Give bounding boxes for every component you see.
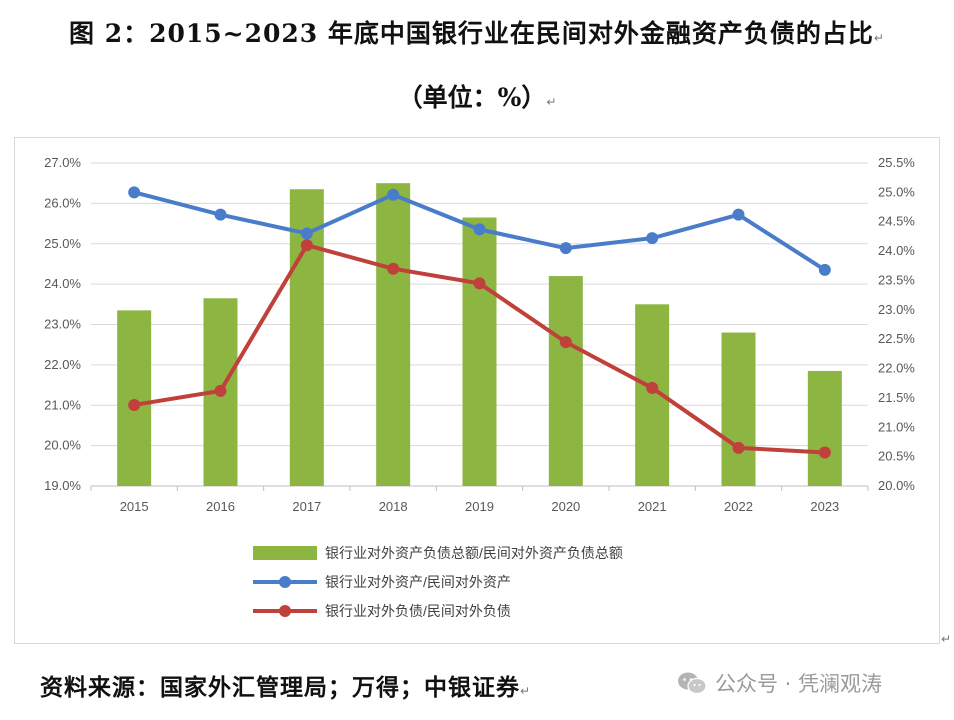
series-1-point-2015 <box>128 186 141 199</box>
legend-swatch-bar <box>253 546 317 560</box>
paragraph-mark-icon: ↵ <box>546 95 557 109</box>
right-tick-label: 22.5% <box>878 331 915 346</box>
series-1-point-2018 <box>387 188 400 201</box>
legend-label: 银行业对外资产/民间对外资产 <box>325 574 511 590</box>
series-2-point-2019 <box>473 277 486 290</box>
x-tick-label: 2016 <box>206 499 235 514</box>
series-1-point-2020 <box>559 242 572 255</box>
left-tick-label: 25.0% <box>44 236 81 251</box>
right-tick-label: 21.5% <box>878 390 915 405</box>
bar-2018 <box>376 183 411 486</box>
right-tick-label: 23.5% <box>878 272 915 287</box>
right-tick-label: 24.0% <box>878 243 915 258</box>
watermark: 公众号 · 凭澜观涛 <box>677 668 882 698</box>
right-tick-label: 20.5% <box>878 449 915 464</box>
source-text: 资料来源：国家外汇管理局；万得；中银证券 <box>40 674 520 701</box>
x-tick-label: 2018 <box>379 499 408 514</box>
left-tick-label: 22.0% <box>44 357 81 372</box>
x-tick-label: 2023 <box>810 499 839 514</box>
bar-2022 <box>721 332 756 486</box>
series-1-point-2016 <box>214 208 227 221</box>
bar-2020 <box>548 276 583 486</box>
series-2-point-2018 <box>387 262 400 275</box>
x-tick-label: 2017 <box>292 499 321 514</box>
left-tick-label: 21.0% <box>44 397 81 412</box>
paragraph-mark-icon: ↵ <box>941 632 952 646</box>
left-tick-label: 27.0% <box>44 155 81 170</box>
series-2-point-2016 <box>214 384 227 397</box>
chart-title-text: 图 2：2015~2023 年底中国银行业在民间对外金融资产负债的占比 <box>69 19 874 48</box>
chart-subtitle-text: （单位：%） <box>397 83 547 112</box>
series-1-point-2022 <box>732 208 745 221</box>
chart-subtitle: （单位：%）↵ <box>0 78 954 114</box>
right-tick-label: 24.5% <box>878 214 915 229</box>
bar-2015 <box>117 310 152 486</box>
series-1-point-2021 <box>646 232 659 245</box>
chart-frame: 19.0% 20.0% 21.0% 22.0% 23.0% 24.0% 25.0% 26.0%… <box>14 137 940 644</box>
wechat-icon <box>678 672 707 695</box>
series-2-point-2023 <box>818 446 831 459</box>
bar-2019 <box>462 217 497 486</box>
series-2-point-2017 <box>300 239 313 252</box>
series-2-point-2021 <box>646 381 659 394</box>
left-tick-label: 23.0% <box>44 317 81 332</box>
series-2-point-2020 <box>559 336 572 349</box>
chart-title: 图 2：2015~2023 年底中国银行业在民间对外金融资产负债的占比↵ <box>0 14 954 50</box>
series-1-point-2019 <box>473 223 486 236</box>
right-tick-label: 25.5% <box>878 155 915 170</box>
left-tick-label: 24.0% <box>44 276 81 291</box>
right-tick-label: 21.0% <box>878 419 915 434</box>
x-tick-label: 2020 <box>551 499 580 514</box>
left-tick-label: 19.0% <box>44 478 81 493</box>
series-2-point-2022 <box>732 441 745 454</box>
series-2-point-2015 <box>128 398 141 411</box>
x-tick-label: 2022 <box>724 499 753 514</box>
paragraph-mark-icon: ↵ <box>873 31 885 45</box>
x-tick-label: 2019 <box>465 499 494 514</box>
right-tick-label: 20.0% <box>878 478 915 493</box>
right-tick-label: 23.0% <box>878 302 915 317</box>
series-1-point-2017 <box>300 227 313 240</box>
left-tick-label: 26.0% <box>44 195 81 210</box>
left-tick-label: 20.0% <box>44 438 81 453</box>
legend-swatch-marker <box>279 605 291 617</box>
x-tick-label: 2021 <box>638 499 667 514</box>
series-1-point-2023 <box>818 263 831 276</box>
legend-label: 银行业对外负债/民间对外负债 <box>325 603 511 619</box>
x-tick-label: 2015 <box>120 499 149 514</box>
right-tick-label: 25.0% <box>878 184 915 199</box>
watermark-text: 公众号 · 凭澜观涛 <box>715 672 883 696</box>
legend-label: 银行业对外资产负债总额/民间对外资产负债总额 <box>325 545 623 561</box>
paragraph-mark-icon: ↵ <box>520 684 532 698</box>
source-note: 资料来源：国家外汇管理局；万得；中银证券↵ <box>40 668 531 702</box>
right-tick-label: 22.0% <box>878 361 915 376</box>
bar-2023 <box>807 370 842 486</box>
chart-canvas: 19.0% 20.0% 21.0% 22.0% 23.0% 24.0% 25.0% 26.0%… <box>44 155 915 619</box>
legend-swatch-marker <box>279 576 291 588</box>
